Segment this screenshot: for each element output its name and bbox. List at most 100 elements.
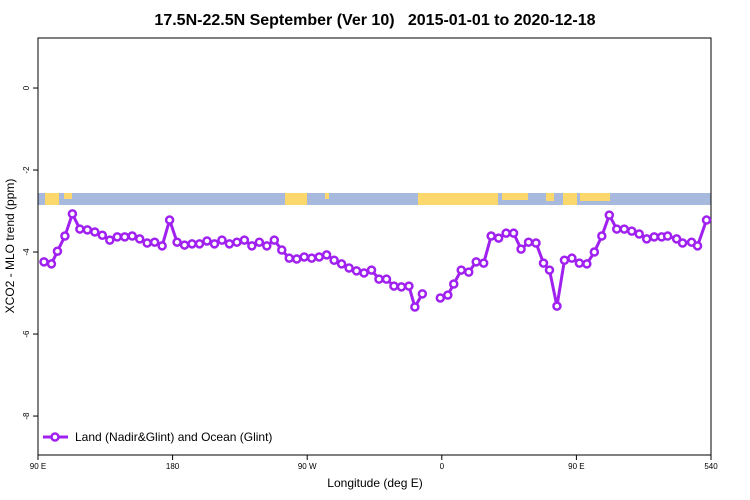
data-point	[417, 289, 428, 299]
data-point	[574, 258, 585, 268]
data-point	[46, 259, 57, 269]
data-point	[306, 253, 317, 263]
data-point	[239, 235, 250, 245]
data-point	[582, 259, 592, 269]
data-point	[501, 228, 511, 238]
data-point	[538, 258, 549, 268]
data-point	[634, 229, 644, 239]
data-point	[202, 236, 212, 246]
data-point	[493, 233, 504, 243]
data-point	[396, 282, 407, 292]
x-tick-label: 540	[704, 462, 718, 471]
data-point	[90, 227, 100, 237]
data-point	[119, 232, 130, 242]
data-point	[366, 265, 377, 275]
land-ocean-band	[38, 193, 711, 205]
data-point	[478, 258, 489, 268]
y-tick-label: -6	[22, 330, 31, 338]
data-point	[626, 226, 637, 236]
data-point	[112, 232, 123, 242]
data-point	[329, 255, 339, 265]
x-tick-label: 180	[166, 462, 180, 471]
data-point	[209, 239, 220, 249]
data-point	[277, 245, 287, 255]
data-point	[299, 252, 309, 262]
data-point	[619, 224, 630, 234]
data-point	[389, 281, 399, 291]
data-point	[523, 237, 534, 247]
data-point	[449, 279, 459, 289]
data-point	[671, 234, 682, 244]
data-point	[187, 239, 197, 249]
data-point	[641, 234, 652, 244]
data-point	[75, 224, 85, 234]
data-point	[443, 290, 453, 300]
x-tick-label: 90 W	[298, 462, 317, 471]
data-point	[552, 301, 562, 311]
plot-frame	[37, 37, 712, 456]
x-tick-label: 90 E	[568, 462, 584, 471]
data-point	[604, 210, 615, 220]
data-point	[404, 281, 414, 291]
data-point	[60, 231, 70, 241]
y-tick-label: 0	[22, 85, 31, 90]
data-point	[149, 237, 160, 247]
data-point	[232, 237, 242, 247]
data-point	[142, 238, 152, 248]
y-tick-label: -2	[22, 166, 31, 174]
data-point	[284, 253, 295, 263]
data-point	[381, 274, 392, 284]
data-point	[701, 215, 712, 225]
data-point	[105, 235, 115, 245]
data-point	[82, 225, 93, 235]
data-point	[39, 257, 49, 267]
data-point	[247, 241, 257, 251]
data-point	[486, 231, 496, 241]
data-point	[597, 231, 607, 241]
data-point	[589, 247, 600, 257]
data-point	[508, 228, 519, 238]
data-point	[612, 224, 622, 234]
data-point	[531, 238, 541, 248]
data-point	[677, 238, 688, 248]
y-tick-label: -4	[22, 248, 31, 256]
data-point	[157, 241, 167, 251]
legend-marker	[50, 432, 60, 442]
data-point	[456, 265, 466, 275]
data-point	[269, 235, 280, 245]
data-point	[172, 237, 182, 247]
data-point	[344, 263, 354, 273]
data-point	[164, 215, 175, 225]
data-point	[262, 241, 272, 251]
data-point	[52, 246, 63, 256]
data-point	[254, 237, 265, 247]
data-point	[410, 302, 420, 312]
data-point	[692, 241, 703, 251]
data-point	[127, 231, 137, 241]
data-point	[463, 267, 474, 277]
data-point	[559, 255, 570, 265]
data-point	[567, 253, 577, 263]
data-point	[435, 293, 446, 303]
data-point	[336, 259, 347, 269]
y-axis-label: XCO2 - MLO trend (ppm)	[3, 179, 17, 314]
y-tick-label: -8	[22, 412, 31, 420]
x-axis-label: Longitude (deg E)	[327, 476, 422, 490]
x-tick-label: 90 E	[30, 462, 46, 471]
data-point	[179, 240, 190, 250]
legend-label: Land (Nadir&Glint) and Ocean (Glint)	[75, 430, 272, 444]
x-tick-label: 0	[440, 462, 445, 471]
data-point	[516, 244, 526, 254]
data-point	[97, 230, 108, 240]
data-point	[662, 231, 673, 241]
data-point	[359, 268, 369, 278]
chart-title: 17.5N-22.5N September (Ver 10) 2015-01-0…	[154, 12, 595, 29]
data-point	[217, 235, 227, 245]
data-point	[351, 266, 362, 276]
data-point	[321, 250, 332, 260]
data-point	[134, 234, 145, 244]
data-point	[649, 232, 659, 242]
data-point	[314, 252, 324, 262]
data-point	[471, 257, 481, 267]
